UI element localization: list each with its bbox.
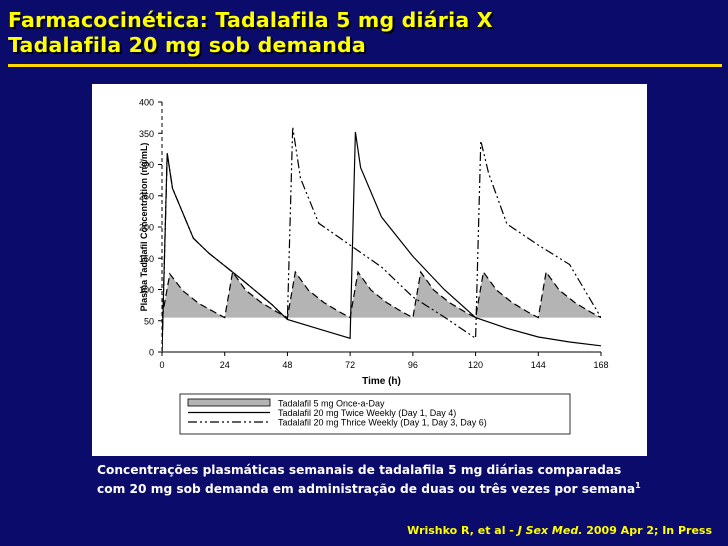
y-tick-label: 300 <box>139 160 154 170</box>
x-tick-label: 168 <box>593 360 608 370</box>
y-tick-label: 200 <box>139 223 154 233</box>
y-tick-label: 150 <box>139 254 154 264</box>
x-tick-label: 144 <box>531 360 546 370</box>
y-tick-label: 250 <box>139 191 154 201</box>
plot-area <box>162 126 601 352</box>
x-tick-label: 96 <box>408 360 418 370</box>
series-area-once-a-day <box>162 272 601 318</box>
slide-title-line-1: Farmacocinética: Tadalafila 5 mg diária … <box>8 8 493 32</box>
slide-title-line-2: Tadalafila 20 mg sob demanda <box>8 33 366 57</box>
citation-authors: Wrishko R, et al - <box>407 524 518 537</box>
x-tick-label: 48 <box>282 360 292 370</box>
y-tick-label: 100 <box>139 285 154 295</box>
chart-panel: 0 50 100 150 200 250 300 350 400 0 24 48 72 96 120 144 1… <box>92 84 647 456</box>
chart-axes: 0 50 100 150 200 250 300 350 400 0 24 48 72 96 120 144 1… <box>139 98 609 388</box>
x-tick-label: 24 <box>220 360 230 370</box>
x-tick-label: 120 <box>468 360 483 370</box>
citation-journal: J Sex Med. <box>517 524 583 537</box>
pharmacokinetics-chart: 0 50 100 150 200 250 300 350 400 0 24 48 72 96 120 144 1… <box>139 98 609 435</box>
y-axis-label: Plasma Tadalafil Concentration (ng/mL) <box>139 143 149 312</box>
caption-line-2: com 20 mg sob demanda em administração d… <box>97 478 641 497</box>
slide-title: Farmacocinética: Tadalafila 5 mg diária … <box>8 8 493 58</box>
x-tick-label: 0 <box>159 360 164 370</box>
legend-label: Tadalafil 20 mg Thrice Weekly (Day 1, Da… <box>278 418 487 428</box>
citation: Wrishko R, et al - J Sex Med. 2009 Apr 2… <box>407 524 712 537</box>
series-line-3 <box>162 126 601 352</box>
series-line-2 <box>162 131 601 352</box>
caption-line-2-text: com 20 mg sob demanda em administração d… <box>97 482 636 497</box>
legend-swatch-area <box>187 398 271 407</box>
y-tick-label: 0 <box>149 348 154 358</box>
series-line-1 <box>162 270 601 319</box>
y-tick-label: 400 <box>139 98 154 108</box>
legend-label: Tadalafil 5 mg Once-a-Day <box>278 399 385 409</box>
figure-caption: Concentrações plasmáticas semanais de ta… <box>97 463 641 497</box>
caption-footnote-marker: 1 <box>635 481 641 490</box>
title-divider <box>8 64 722 67</box>
citation-details: 2009 Apr 2; In Press <box>582 524 712 537</box>
x-tick-label: 72 <box>345 360 355 370</box>
caption-line-1: Concentrações plasmáticas semanais de ta… <box>97 463 622 477</box>
legend-label: Tadalafil 20 mg Twice Weekly (Day 1, Day… <box>278 408 456 418</box>
y-tick-label: 350 <box>139 129 154 139</box>
x-axis-label: Time (h) <box>362 376 401 387</box>
y-tick-label: 50 <box>144 316 154 326</box>
